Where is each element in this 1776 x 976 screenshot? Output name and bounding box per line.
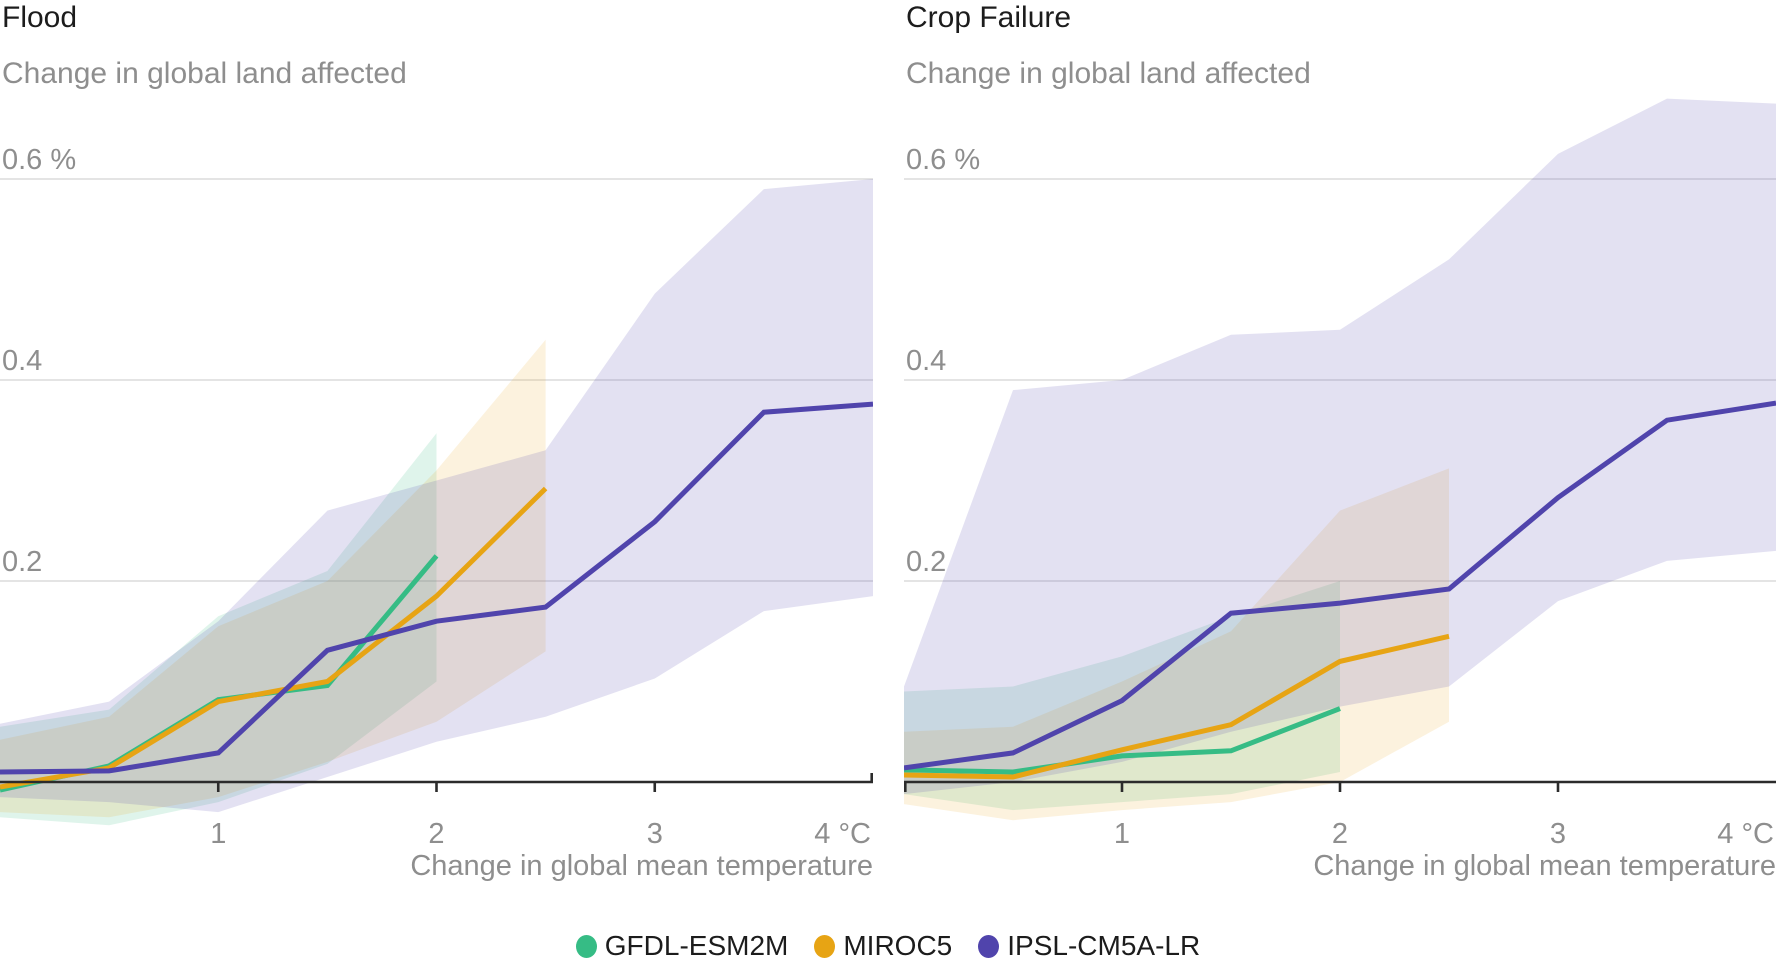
flood-plot: 0.6 % 0.4 0.2 1 2 3 4 °C [0,144,873,850]
y-tick-label: 0.4 [2,345,42,377]
line-MIROC5 [904,633,1450,780]
legend-item-IPSL-CM5A-LR: IPSL-CM5A-LR [978,930,1200,962]
legend: GFDL-ESM2M MIROC5 IPSL-CM5A-LR [0,930,1776,962]
chart-title: Flood [2,1,78,34]
line-IPSL-CM5A-LR [0,401,873,775]
band-IPSL-CM5A-LR [0,179,873,813]
y-tick-label: 0.2 [2,546,42,578]
x-tick-label: 2 [428,818,444,850]
crop-failure-chart: 0.6 % 0.4 0.2 1 2 3 4 °C Crop Failure Change i… [904,0,1776,976]
flood-chart: 0.6 % 0.4 0.2 1 2 3 4 °C Flood Change in globa… [0,0,873,976]
legend-dot-icon [575,934,597,958]
line-GFDL-ESM2M [904,706,1341,775]
crop-failure-plot: 0.6 % 0.4 0.2 1 2 3 4 °C [904,98,1776,850]
legend-label: GFDL-ESM2M [604,930,789,961]
legend-label: MIROC5 [843,930,953,961]
x-tick-label: 4 °C [814,818,871,850]
band-MIROC5 [904,468,1449,821]
y-tick-label: 0.4 [906,345,946,377]
x-axis-title: Change in global mean temperature [1313,850,1776,882]
chart-title: Crop Failure [906,1,1072,34]
y-tick-label: 0.6 % [906,144,980,176]
legend-dot-icon [978,934,1000,958]
legend-dot-icon [814,934,836,958]
band-IPSL-CM5A-LR [904,98,1776,795]
x-tick-label: 4 °C [1717,818,1774,850]
band-GFDL-ESM2M [0,433,437,826]
x-tick-label: 1 [210,818,226,850]
legend-item-GFDL-ESM2M: GFDL-ESM2M [575,930,789,962]
x-tick-label: 2 [1332,818,1348,850]
chart-subtitle: Change in global land affected [2,57,407,90]
band-MIROC5 [0,339,546,818]
x-axis-title: Change in global mean temperature [410,850,873,882]
y-tick-label: 0.6 % [2,144,76,176]
legend-label: IPSL-CM5A-LR [1007,930,1201,961]
legend-item-MIROC5: MIROC5 [814,930,952,962]
x-tick-label: 3 [647,818,663,850]
chart-subtitle: Change in global land affected [906,57,1311,90]
x-tick-label: 3 [1550,818,1566,850]
y-tick-label: 0.2 [906,546,946,578]
line-IPSL-CM5A-LR [904,400,1776,771]
x-tick-label: 1 [1114,818,1130,850]
